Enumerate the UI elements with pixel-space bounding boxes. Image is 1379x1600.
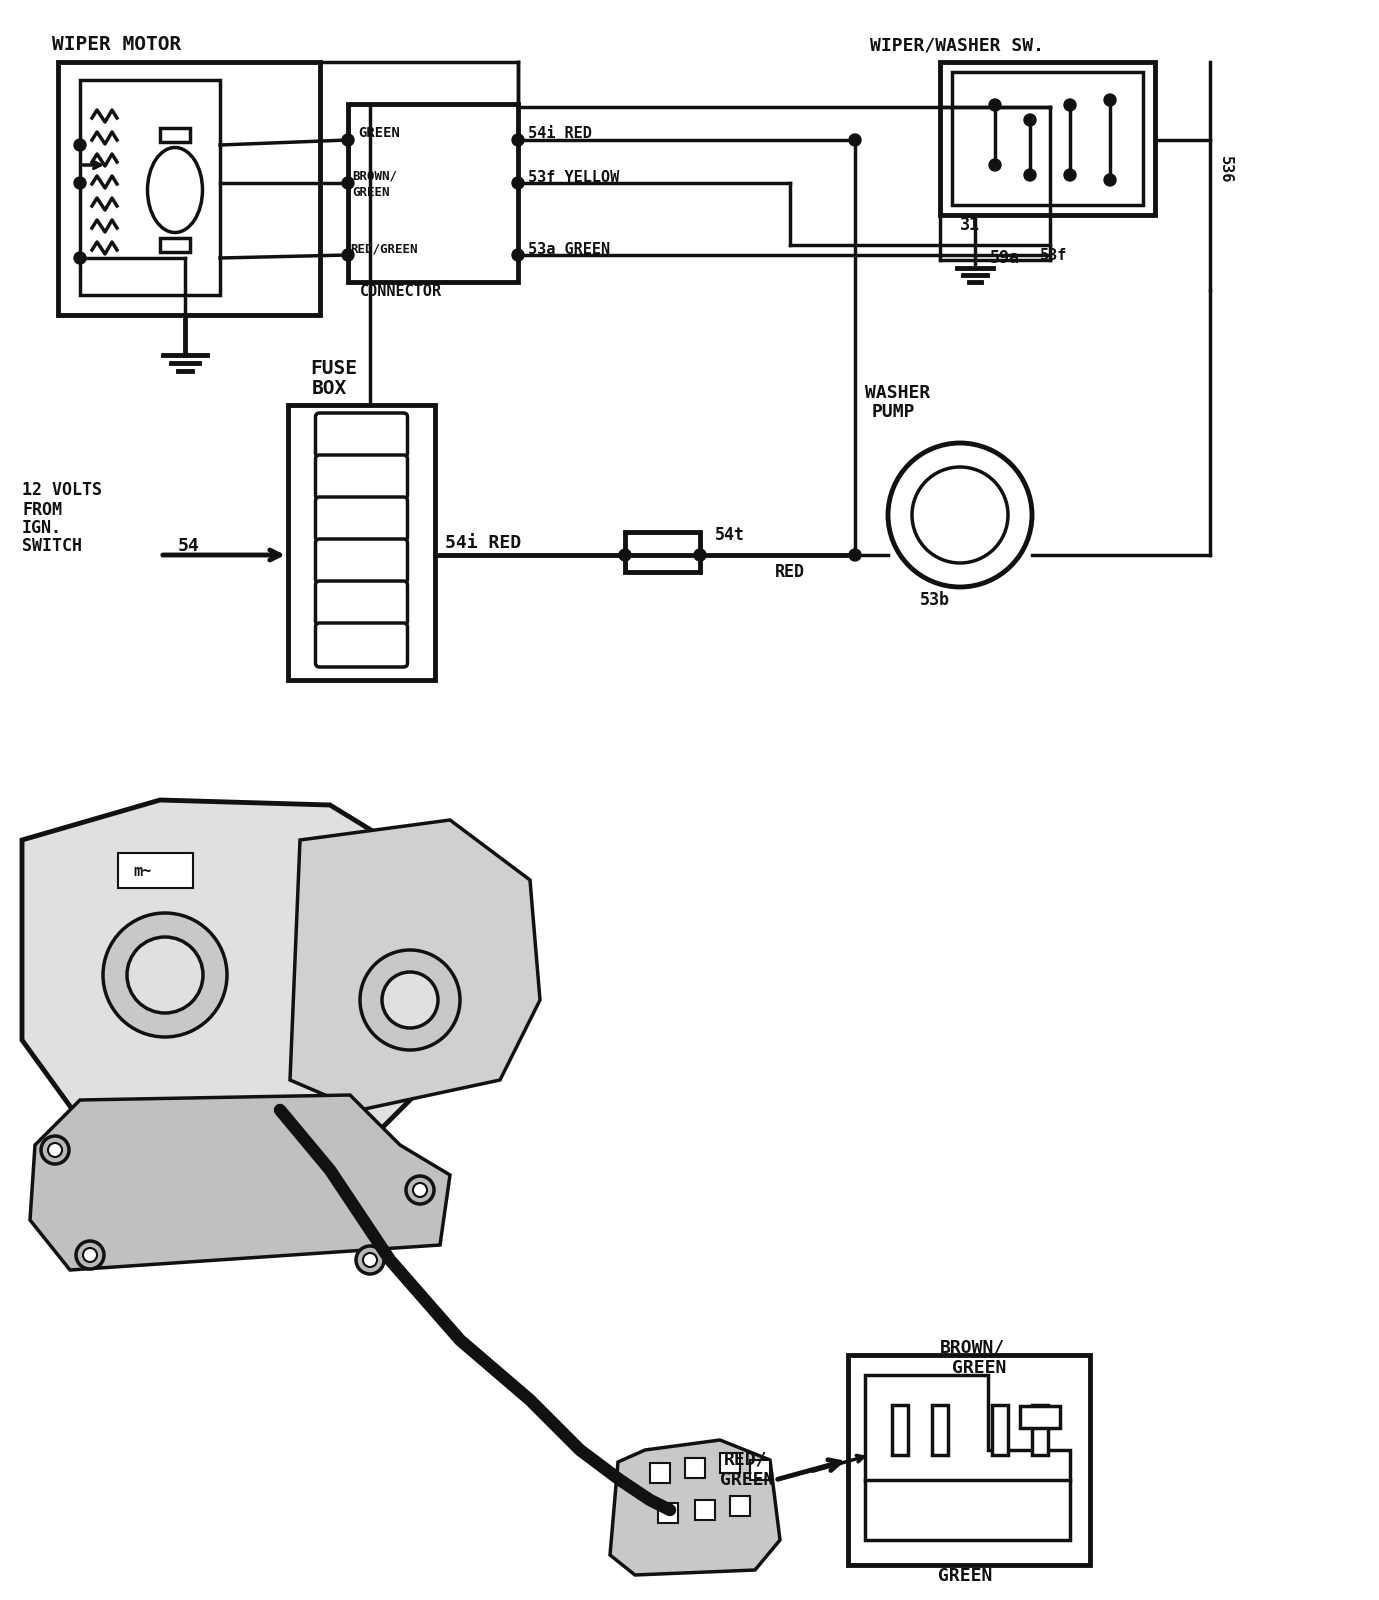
Bar <box>119 853 193 888</box>
Text: GREEN: GREEN <box>720 1470 775 1490</box>
Polygon shape <box>22 800 450 1146</box>
Circle shape <box>694 549 706 562</box>
Text: FROM: FROM <box>22 501 62 518</box>
FancyBboxPatch shape <box>316 413 408 458</box>
Circle shape <box>83 1248 97 1262</box>
Circle shape <box>342 134 354 146</box>
Circle shape <box>74 178 85 189</box>
Circle shape <box>342 250 354 261</box>
Circle shape <box>1025 170 1036 181</box>
Circle shape <box>1065 99 1076 110</box>
Circle shape <box>849 549 860 562</box>
Text: RED/GREEN: RED/GREEN <box>350 243 418 256</box>
Text: 53f: 53f <box>1040 248 1067 262</box>
Bar <box>160 238 190 251</box>
Circle shape <box>619 549 632 562</box>
Circle shape <box>363 1253 376 1267</box>
Polygon shape <box>30 1094 450 1270</box>
Text: WASHER: WASHER <box>865 384 931 402</box>
Polygon shape <box>610 1440 781 1574</box>
Bar <box>658 1502 678 1523</box>
Circle shape <box>1105 94 1116 106</box>
Circle shape <box>74 139 85 150</box>
FancyBboxPatch shape <box>316 498 408 541</box>
Circle shape <box>1065 170 1076 181</box>
Bar <box>685 1458 705 1478</box>
Text: m~: m~ <box>132 864 152 878</box>
Bar <box>729 1496 750 1517</box>
Circle shape <box>342 178 354 189</box>
Bar <box>1031 1405 1048 1454</box>
Circle shape <box>512 178 524 189</box>
Circle shape <box>849 134 860 146</box>
Text: BROWN/: BROWN/ <box>940 1339 1005 1357</box>
Circle shape <box>356 1246 383 1274</box>
Circle shape <box>103 914 228 1037</box>
FancyBboxPatch shape <box>316 581 408 626</box>
Text: WIPER MOTOR: WIPER MOTOR <box>52 35 181 54</box>
Circle shape <box>888 443 1031 587</box>
Polygon shape <box>940 62 1156 214</box>
Circle shape <box>1025 114 1036 126</box>
Text: 54i RED: 54i RED <box>445 534 521 552</box>
Circle shape <box>989 99 1001 110</box>
Text: GREEN: GREEN <box>938 1566 993 1586</box>
Circle shape <box>360 950 461 1050</box>
Text: 54i RED: 54i RED <box>528 125 592 141</box>
Text: 12 VOLTS: 12 VOLTS <box>22 482 102 499</box>
Text: 54t: 54t <box>714 526 745 544</box>
Circle shape <box>912 467 1008 563</box>
Text: RED: RED <box>775 563 805 581</box>
Text: FUSE: FUSE <box>310 358 357 378</box>
Text: 53f YELLOW: 53f YELLOW <box>528 171 619 186</box>
Text: 53b: 53b <box>920 590 950 610</box>
Text: 59a: 59a <box>990 250 1020 267</box>
Circle shape <box>48 1142 62 1157</box>
Circle shape <box>41 1136 69 1165</box>
Bar <box>750 1459 769 1480</box>
Circle shape <box>512 250 524 261</box>
Text: GREEN: GREEN <box>359 126 400 141</box>
Text: CONNECTOR: CONNECTOR <box>360 285 443 299</box>
Text: SWITCH: SWITCH <box>22 538 81 555</box>
Text: GREEN: GREEN <box>952 1358 1007 1378</box>
Circle shape <box>512 134 524 146</box>
Text: GREEN: GREEN <box>352 186 389 198</box>
Bar <box>892 1405 907 1454</box>
Ellipse shape <box>148 147 203 232</box>
Circle shape <box>127 938 203 1013</box>
Circle shape <box>76 1242 103 1269</box>
FancyBboxPatch shape <box>316 454 408 499</box>
FancyBboxPatch shape <box>316 622 408 667</box>
Bar <box>160 128 190 142</box>
Text: PUMP: PUMP <box>872 403 916 421</box>
Bar <box>720 1453 741 1474</box>
Polygon shape <box>348 104 519 282</box>
Bar <box>695 1501 714 1520</box>
Text: 31: 31 <box>960 216 980 234</box>
Text: BROWN/: BROWN/ <box>352 170 397 182</box>
Circle shape <box>989 158 1001 171</box>
Bar <box>1020 1406 1060 1427</box>
Circle shape <box>74 251 85 264</box>
Circle shape <box>1105 174 1116 186</box>
Text: BOX: BOX <box>312 379 348 397</box>
Polygon shape <box>288 405 434 680</box>
Polygon shape <box>290 819 541 1110</box>
Text: WIPER/WASHER SW.: WIPER/WASHER SW. <box>870 37 1044 54</box>
Text: 53a GREEN: 53a GREEN <box>528 243 610 258</box>
Circle shape <box>382 971 439 1029</box>
Text: 54: 54 <box>178 538 200 555</box>
Text: IGN.: IGN. <box>22 518 62 538</box>
Text: 536: 536 <box>1218 157 1233 184</box>
Text: RED/: RED/ <box>724 1451 768 1469</box>
Bar <box>992 1405 1008 1454</box>
Polygon shape <box>625 531 701 573</box>
Bar <box>932 1405 947 1454</box>
Circle shape <box>412 1182 427 1197</box>
FancyBboxPatch shape <box>316 539 408 582</box>
Bar <box>650 1462 670 1483</box>
Circle shape <box>405 1176 434 1203</box>
Polygon shape <box>848 1355 1089 1565</box>
